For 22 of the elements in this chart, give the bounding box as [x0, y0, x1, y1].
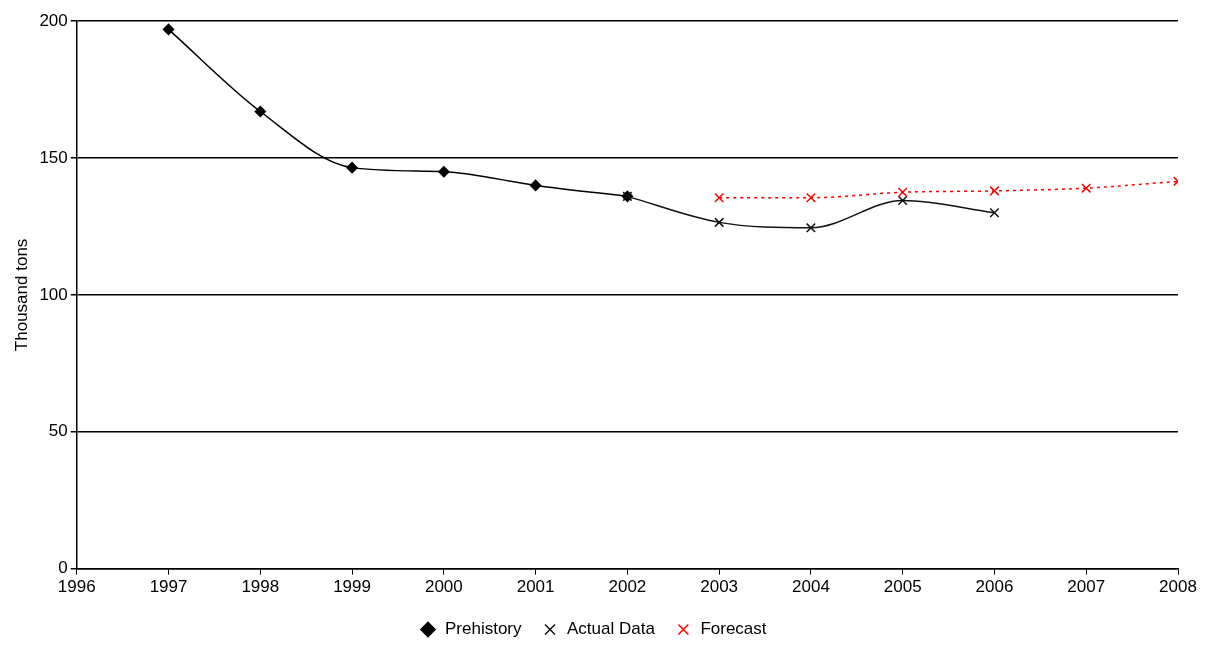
y-tick-label: 0: [58, 558, 68, 578]
x-tick-label: 1996: [57, 577, 96, 597]
x-tick-label: 1998: [241, 577, 280, 597]
x-tick-label: 2003: [700, 577, 739, 597]
y-tick-label: 50: [48, 421, 68, 441]
x-tick-label: 1999: [333, 577, 371, 597]
x-tick-label: 2005: [883, 577, 922, 597]
y-tick-label: 100: [39, 284, 68, 304]
x-tick-label: 2000: [424, 577, 463, 597]
legend-label: Prehistory: [444, 619, 523, 639]
y-axis-title: Thousand tons: [11, 238, 31, 352]
x-tick-label: 2004: [792, 577, 830, 597]
x-tick-label: 2008: [1159, 577, 1197, 597]
x-tick-label: 1997: [149, 577, 188, 597]
x-tick-label: 2001: [516, 577, 555, 597]
legend-label: Actual Data: [567, 619, 656, 639]
y-tick-label: 200: [39, 10, 68, 30]
x-tick-label: 2006: [975, 577, 1014, 597]
x-tick-label: 2007: [1067, 577, 1106, 597]
legend-label: Forecast: [700, 619, 767, 639]
y-tick-label: 150: [39, 147, 68, 167]
x-tick-label: 2002: [608, 577, 647, 597]
